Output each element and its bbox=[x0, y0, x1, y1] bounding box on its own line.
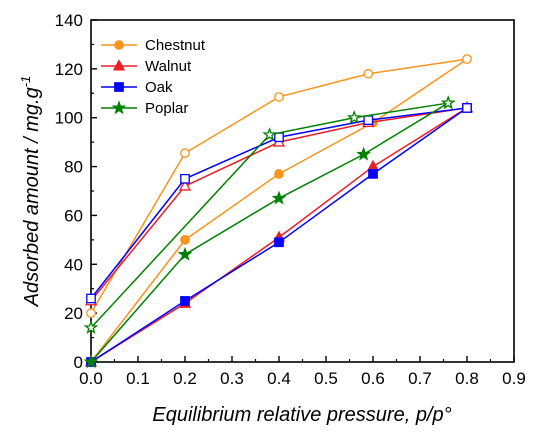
legend-marker-poplar bbox=[111, 100, 127, 115]
oak-adsorption-point bbox=[368, 169, 378, 179]
poplar-adsorption-point bbox=[83, 354, 99, 369]
oak-desorption-point bbox=[462, 103, 472, 113]
axis-ticks: 0.0 0.1 0.2 0.3 0.4 0.5 0.6 0.7 0.8 0.9 0 20 40 60 80 1… bbox=[55, 11, 526, 388]
series-layer bbox=[83, 54, 474, 369]
chestnut-desorption-point bbox=[462, 54, 472, 64]
chestnut-desorption-point bbox=[274, 92, 284, 102]
x-axis-title: Equilibrium relative pressure, p/p° bbox=[152, 404, 451, 426]
y-tick-label: 20 bbox=[64, 304, 83, 323]
legend-label-oak: Oak bbox=[145, 79, 173, 96]
y-tick-label: 80 bbox=[64, 158, 83, 177]
oak-desorption-point bbox=[274, 132, 284, 143]
y-tick-label: 0 bbox=[74, 353, 83, 372]
oak-desorption-point bbox=[86, 293, 96, 304]
x-tick-label: 0.3 bbox=[220, 369, 244, 388]
poplar-desorption-point bbox=[83, 320, 99, 335]
y-axis-title-sup: -1 bbox=[18, 76, 33, 88]
legend-label-chestnut: Chestnut bbox=[145, 37, 206, 54]
legend: Chestnut Walnut Oak Poplar bbox=[101, 37, 206, 117]
chestnut-desorption-point bbox=[180, 148, 190, 158]
oak-adsorption-point bbox=[180, 296, 190, 306]
legend-marker-walnut bbox=[112, 59, 126, 71]
poplar-desorption-line bbox=[90, 102, 449, 329]
poplar-adsorption-point bbox=[177, 246, 193, 261]
walnut-adsorption-point bbox=[366, 159, 380, 172]
y-tick-label: 40 bbox=[64, 255, 83, 274]
legend-label-poplar: Poplar bbox=[145, 100, 188, 117]
y-axis-title: Adsorbed amount / mg.g-1 bbox=[18, 76, 43, 308]
y-tick-label: 120 bbox=[55, 60, 83, 79]
x-tick-label: 0.5 bbox=[314, 369, 338, 388]
y-axis-title-main: Adsorbed amount / mg.g bbox=[21, 87, 43, 307]
x-tick-label: 0.0 bbox=[79, 369, 103, 388]
x-tick-label: 0.7 bbox=[408, 369, 432, 388]
y-tick-label: 140 bbox=[55, 11, 83, 30]
x-tick-label: 0.6 bbox=[361, 369, 385, 388]
chestnut-desorption-point bbox=[86, 308, 96, 318]
x-tick-label: 0.1 bbox=[126, 369, 150, 388]
series-poplar bbox=[83, 95, 456, 369]
legend-marker-chestnut bbox=[114, 40, 124, 50]
x-tick-label: 0.9 bbox=[502, 369, 526, 388]
chestnut-adsorption-point bbox=[274, 169, 284, 179]
oak-desorption-point bbox=[180, 173, 190, 184]
y-tick-label: 60 bbox=[64, 206, 83, 225]
poplar-adsorption-point bbox=[271, 190, 287, 205]
poplar-desorption-point bbox=[346, 110, 362, 124]
x-tick-label: 0.2 bbox=[173, 369, 197, 388]
walnut-desorption-point bbox=[178, 179, 192, 191]
poplar-desorption-point bbox=[262, 127, 277, 142]
oak-desorption-point bbox=[363, 115, 374, 126]
legend-label-walnut: Walnut bbox=[145, 58, 192, 75]
poplar-adsorption-point bbox=[356, 146, 371, 161]
chestnut-desorption-point bbox=[363, 68, 374, 79]
oak-adsorption-point bbox=[274, 237, 284, 248]
legend-marker-oak bbox=[114, 82, 124, 92]
poplar-desorption-point bbox=[440, 95, 456, 110]
chestnut-adsorption-point bbox=[180, 235, 190, 245]
x-tick-label: 0.4 bbox=[267, 369, 291, 388]
x-tick-label: 0.8 bbox=[455, 369, 479, 388]
y-tick-label: 100 bbox=[55, 109, 83, 128]
